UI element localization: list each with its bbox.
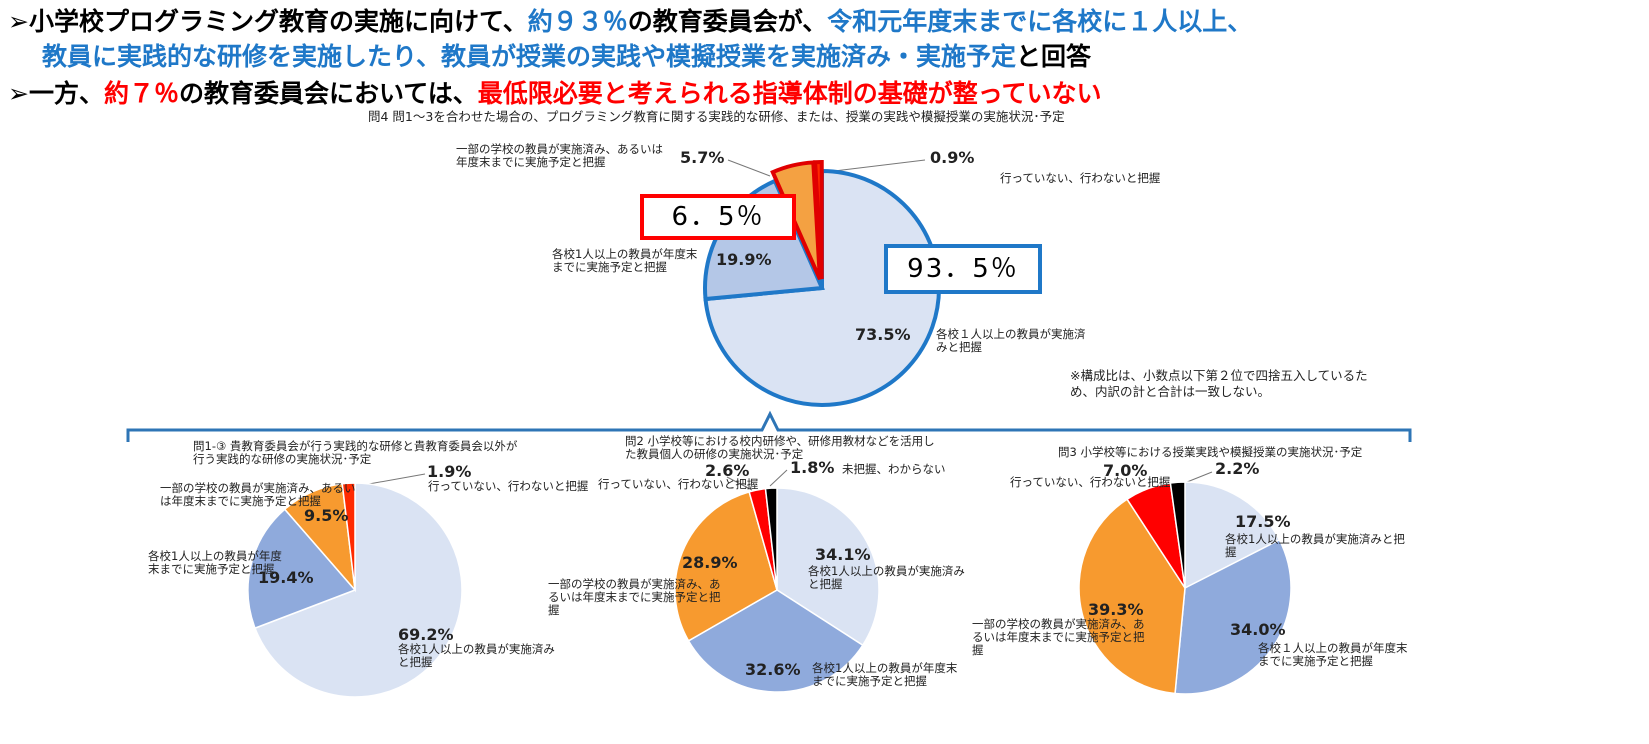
chart-title: 問3 小学校等における授業実践や模擬授業の実施状況･予定	[1058, 445, 1363, 459]
pie-slice	[687, 589, 864, 693]
chart-title: 問4 問1～3を合わせた場合の、プログラミング教育に関する実践的な研修、または、…	[368, 109, 1065, 124]
leader-line	[727, 159, 771, 177]
leader-line	[726, 476, 753, 491]
pie-slice	[674, 490, 778, 642]
value-label: 17.5%	[1235, 512, 1291, 531]
callout: 6．5％	[640, 194, 796, 240]
value-label: 7.0%	[1103, 461, 1148, 480]
slice-label: 未把握、わからない	[842, 462, 946, 476]
headline-segment: の教育委員会が、	[627, 7, 828, 36]
headline-segment: ➢一方、	[8, 79, 104, 108]
headline-segment: 約９３％	[527, 7, 628, 36]
pie-slice	[1174, 538, 1292, 695]
value-label: 28.9%	[682, 553, 738, 572]
pie-slice	[1184, 481, 1281, 590]
pie-slice	[341, 482, 356, 591]
pie-slice	[764, 487, 778, 591]
leader-line	[825, 159, 926, 173]
leader-line	[769, 469, 788, 487]
chart-title: 問2 小学校等における校内研修や、研修用教材などを活用した教員個人の研修の実施状…	[625, 434, 935, 461]
headline-segment: 教員に実践的な研修を実施したり、教員が授業の実践や模擬授業を実施済み・実施予定	[42, 42, 1017, 71]
headline-segment: と回答	[1016, 42, 1092, 71]
value-label: 0.9%	[930, 148, 975, 167]
pie-slice	[247, 508, 357, 630]
headline-line: ➢一方、約７％の教育委員会においては、最低限必要と考えられる指導体制の基礎が整っ…	[8, 74, 1102, 110]
slice-label: 一部の学校の教員が実施済み、あるいは年度末までに実施予定と把握	[548, 577, 721, 617]
callout: 93．5％	[884, 244, 1042, 294]
slice-label: 各校1人以上の教員が実施済みと把握	[1225, 532, 1405, 559]
headline-line: 教員に実践的な研修を実施したり、教員が授業の実践や模擬授業を実施済み・実施予定と…	[42, 37, 1091, 73]
value-label: 1.9%	[427, 462, 472, 481]
value-label: 9.5%	[304, 506, 349, 525]
pie-slice	[254, 482, 463, 698]
note: ※構成比は、小数点以下第２位で四捨五入しているため、内訳の計と合計は一致しない。	[1070, 368, 1368, 399]
slice-label: 各校１人以上の教員が実施済みと把握	[936, 327, 1086, 354]
slice-label: 各校1人以上の教員が実施済みと把握	[808, 564, 965, 591]
value-label: 69.2%	[398, 625, 454, 644]
slice-label: 各校1人以上の教員が年度末までに実施予定と把握	[812, 661, 958, 688]
slice-label: 一部の学校の教員が実施済み、あるいは年度末までに実施予定と把握	[456, 142, 663, 169]
chart-title: 問1-③ 貴教育委員会が行う実践的な研修と貴教育委員会以外が行う実践的な研修の実…	[193, 439, 518, 466]
headline-segment: 最低限必要と考えられる指導体制の基礎が整っていない	[477, 79, 1102, 108]
value-label: 34.1%	[815, 545, 871, 564]
headline-segment: 約７％	[103, 79, 179, 108]
value-label: 1.8%	[790, 458, 835, 477]
value-label: 2.2%	[1215, 459, 1260, 478]
value-label: 2.6%	[705, 461, 750, 480]
slice-label: 行っていない、行わないと把握	[1010, 475, 1171, 489]
headline-segment: ➢小学校プログラミング教育の実施に向けて、	[8, 7, 528, 36]
pie-slice	[1169, 481, 1186, 589]
slice-label: 各校1人以上の教員が年度末までに実施予定と把握	[552, 247, 698, 274]
slice-label: 各校１人以上の教員が年度末までに実施予定と把握	[1258, 641, 1408, 668]
bracket	[126, 410, 1412, 442]
value-label: 34.0%	[1230, 620, 1286, 639]
value-label: 39.3%	[1088, 600, 1144, 619]
value-label: 32.6%	[745, 660, 801, 679]
value-label: 73.5%	[855, 325, 911, 344]
value-label: 19.4%	[258, 568, 314, 587]
slice-label: 行っていない、行わないと把握	[1000, 171, 1161, 185]
value-label: 19.9%	[716, 250, 772, 269]
headline-line: ➢小学校プログラミング教育の実施に向けて、約９３％の教育委員会が、令和元年度末ま…	[8, 2, 1252, 38]
slice-label: 各校1人以上の教員が実施済みと把握	[398, 642, 555, 669]
pie-slice	[813, 160, 824, 280]
slice-label: 行っていない、行わないと把握	[598, 477, 759, 491]
slice-label: 行っていない、行わないと把握	[428, 479, 589, 493]
headline-segment: 令和元年度末までに各校に１人以上、	[827, 7, 1253, 36]
slice-label: 一部の学校の教員が実施済み、あるいは年度末までに実施予定と把握	[160, 481, 356, 508]
slice-label: 各校1人以上の教員が年度末までに実施予定と把握	[148, 549, 282, 576]
slice-label: 一部の学校の教員が実施済み、あるいは年度末までに実施予定と把握	[972, 617, 1145, 657]
value-label: 5.7%	[680, 148, 725, 167]
headline-segment: の教育委員会においては、	[178, 79, 478, 108]
